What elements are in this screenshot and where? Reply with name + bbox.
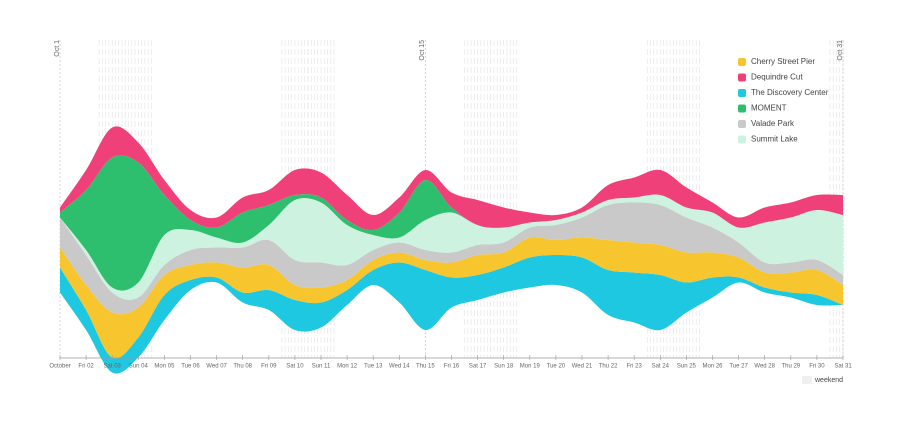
x-tick-label: Thu 15	[416, 364, 435, 370]
legend-swatch	[738, 120, 746, 128]
stream-layer	[60, 255, 843, 374]
x-tick-label: Sun 04	[129, 364, 149, 370]
x-tick-label: Thu 08	[233, 364, 252, 370]
legend-swatch	[738, 104, 746, 113]
weekend-key: weekend	[802, 376, 843, 384]
x-tick-label: Sun 18	[494, 364, 514, 370]
stream-layer	[60, 236, 843, 359]
legend-label: Valade Park	[751, 119, 795, 128]
x-tick-label: Mon 19	[520, 364, 541, 370]
weekend-label: weekend	[814, 377, 843, 384]
x-tick-label: Wed 07	[206, 364, 227, 370]
x-tick-label: Sat 24	[652, 364, 670, 370]
x-tick-label: Tue 27	[729, 364, 748, 370]
x-tick-label: Tue 13	[364, 364, 383, 370]
x-tick-label: Sat 31	[834, 364, 852, 370]
legend-swatch	[738, 58, 746, 66]
x-tick-label: Fri 02	[78, 364, 94, 370]
x-tick-label: Tue 06	[181, 364, 200, 370]
x-tick-label: Sat 17	[469, 364, 487, 370]
x-tick-label: Wed 14	[389, 364, 410, 370]
x-tick-label: Fri 23	[627, 364, 643, 370]
marker-label: Oct 1	[54, 40, 61, 57]
marker-label: Oct 31	[837, 40, 844, 61]
legend-swatch	[738, 89, 746, 97]
x-tick-label: Wed 28	[754, 364, 775, 370]
legend-swatch	[738, 73, 746, 82]
x-tick-label: Thu 22	[599, 364, 618, 370]
legend-label: The Discovery Center	[751, 88, 829, 97]
stream-layer	[60, 155, 843, 291]
marker-label: Oct 15	[419, 40, 426, 61]
x-tick-label: Mon 05	[154, 364, 175, 370]
x-tick-label: Mon 26	[702, 364, 723, 370]
x-tick-label: Sat 10	[286, 364, 304, 370]
legend-swatch	[738, 135, 746, 144]
x-tick-label: Tue 20	[547, 364, 566, 370]
legend-label: Cherry Street Pier	[751, 57, 815, 66]
stream-layer	[60, 194, 843, 300]
stream-layer	[60, 202, 843, 315]
legend-label: Summit Lake	[751, 135, 798, 144]
legend-label: MOMENT	[751, 104, 787, 113]
legend-label: Dequindre Cut	[751, 73, 803, 82]
x-tick-label: Fri 09	[261, 364, 277, 370]
x-tick-label: Fri 16	[444, 364, 460, 370]
stream-layer	[60, 126, 843, 231]
x-tick-label: October	[49, 364, 70, 370]
x-tick-label: Fri 30	[809, 364, 825, 370]
x-tick-label: Sun 11	[312, 364, 331, 370]
x-tick-label: Wed 21	[572, 364, 593, 370]
x-tick-label: Thu 29	[781, 364, 800, 370]
x-tick-label: Sat 03	[104, 364, 122, 370]
x-tick-label: Mon 12	[337, 364, 358, 370]
x-tick-label: Sun 25	[677, 364, 697, 370]
